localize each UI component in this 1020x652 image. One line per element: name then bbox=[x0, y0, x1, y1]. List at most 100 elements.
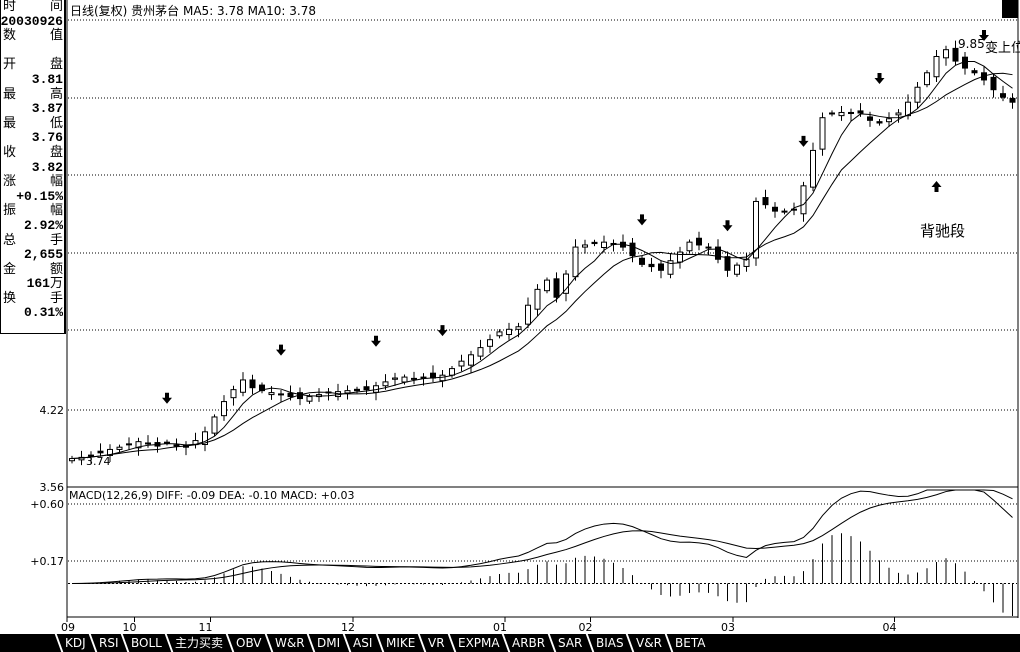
candle-down bbox=[591, 241, 598, 245]
tab-expma[interactable]: EXPMA bbox=[447, 634, 508, 652]
candle-up bbox=[914, 86, 921, 103]
info-row: 数值 bbox=[1, 29, 64, 44]
candle-down bbox=[164, 441, 170, 444]
candle-down bbox=[762, 197, 769, 206]
candle-up bbox=[88, 454, 94, 457]
candle-up bbox=[895, 112, 902, 116]
info-row: 3.87 bbox=[1, 102, 64, 117]
candle-up bbox=[534, 288, 541, 310]
candle-up bbox=[221, 401, 227, 417]
info-label-left: 20030926 bbox=[0, 13, 63, 29]
info-label-right: 盘 bbox=[49, 57, 63, 73]
info-row: 3.76 bbox=[1, 131, 64, 146]
tab-beta[interactable]: BETA bbox=[664, 634, 714, 652]
tab-obv[interactable]: OBV bbox=[225, 634, 270, 652]
diff-line bbox=[71, 489, 1013, 584]
price-chart[interactable]: 4.22 3.56 +0.60 +0.17 09 10 11 12 01 02 03 04 bbox=[0, 0, 1020, 634]
candle-down bbox=[990, 76, 997, 91]
info-row: 金额 bbox=[1, 262, 64, 278]
candle-down bbox=[259, 384, 265, 392]
candle-down bbox=[658, 263, 664, 271]
info-label-right: 万 bbox=[49, 276, 63, 292]
candle-down bbox=[553, 278, 560, 298]
x-tick-label: 11 bbox=[199, 621, 213, 634]
info-row: 3.82 bbox=[1, 160, 64, 176]
low-label: 3.74 bbox=[86, 455, 111, 468]
info-label-right: 手 bbox=[49, 232, 63, 248]
candle-up bbox=[487, 339, 493, 347]
tab-label: EXPMA bbox=[457, 636, 500, 650]
candle-up bbox=[705, 246, 712, 249]
info-label-left: 换 bbox=[3, 290, 17, 306]
candle-up bbox=[933, 55, 940, 78]
candle-up bbox=[810, 149, 816, 188]
info-row: 2,655 bbox=[1, 247, 64, 263]
tab-boll[interactable]: BOLL bbox=[120, 634, 171, 652]
candle-up bbox=[924, 72, 930, 86]
candle-up bbox=[886, 118, 892, 123]
info-row: 20030926 bbox=[0, 13, 64, 30]
down-arrow-icon bbox=[162, 392, 172, 404]
tab-label: BETA bbox=[675, 636, 706, 650]
info-row: 收盘 bbox=[1, 145, 64, 161]
divergence-label: 背驰段 bbox=[920, 222, 966, 240]
candle-up bbox=[477, 347, 484, 357]
candle-up bbox=[667, 260, 674, 275]
info-label-left: 总 bbox=[3, 232, 17, 248]
candle-up bbox=[800, 185, 807, 215]
x-tick-label: 12 bbox=[341, 621, 355, 634]
candle-down bbox=[952, 47, 959, 62]
tab-label: DMI bbox=[317, 636, 341, 650]
x-tick-label: 04 bbox=[883, 621, 897, 634]
y-tick-label: 4.22 bbox=[40, 404, 65, 417]
candle-up bbox=[420, 376, 427, 379]
dea-line bbox=[71, 489, 1013, 584]
x-tick-label: 02 bbox=[579, 621, 593, 634]
tab-vr[interactable]: VR bbox=[417, 634, 453, 652]
panel-toggle-button[interactable] bbox=[1002, 0, 1018, 18]
info-label-left: +0.15% bbox=[16, 188, 63, 204]
info-row: 3.81 bbox=[1, 72, 64, 88]
candle-up bbox=[582, 244, 588, 248]
info-label-left: 开 bbox=[3, 57, 17, 73]
candle-up bbox=[107, 448, 113, 456]
tab-kdj[interactable]: KDJ bbox=[54, 634, 94, 652]
info-label-right: 间 bbox=[49, 0, 63, 14]
info-label-right: 低 bbox=[49, 115, 63, 131]
tab-bias[interactable]: BIAS bbox=[585, 634, 632, 652]
tab-mike[interactable]: MIKE bbox=[375, 634, 424, 652]
tab-label: ARBR bbox=[512, 636, 546, 650]
info-row: 总手 bbox=[1, 232, 64, 249]
candle-up bbox=[173, 444, 180, 447]
up-arrow-icon bbox=[931, 181, 942, 192]
candle-up bbox=[458, 360, 465, 367]
candle-up bbox=[449, 368, 455, 376]
candle-down bbox=[876, 121, 883, 124]
info-label-right: 幅 bbox=[49, 203, 63, 219]
down-arrow-icon bbox=[371, 335, 381, 347]
candle-down bbox=[354, 388, 360, 392]
tab-sar[interactable]: SAR bbox=[547, 634, 591, 652]
candle-down bbox=[1000, 93, 1006, 98]
info-label-left: 涨 bbox=[3, 174, 17, 190]
tab-label: W&R bbox=[274, 636, 305, 650]
tab-label: 主力买卖 bbox=[175, 636, 224, 650]
tab-dmi[interactable]: DMI bbox=[306, 634, 349, 652]
candle-up bbox=[572, 246, 579, 278]
candle-down bbox=[971, 70, 978, 74]
candle-down bbox=[857, 110, 864, 114]
tab-wr[interactable]: W&R bbox=[264, 634, 313, 652]
chart-title: 日线(复权) 贵州茅台 MA5: 3.78 MA10: 3.78 bbox=[70, 4, 316, 18]
tab-[interactable]: 主力买卖 bbox=[164, 634, 232, 652]
candle-up bbox=[116, 446, 123, 450]
candle-up bbox=[525, 304, 531, 325]
peak-note: 变上位变 bbox=[985, 41, 1020, 56]
candle-up bbox=[838, 111, 845, 117]
x-tick-label: 01 bbox=[493, 621, 507, 634]
tab-arbr[interactable]: ARBR bbox=[501, 634, 554, 652]
down-arrow-icon bbox=[874, 72, 885, 84]
tab-vr[interactable]: V&R bbox=[625, 634, 671, 652]
tab-label: BOLL bbox=[131, 636, 162, 650]
info-row: 换手 bbox=[1, 290, 64, 307]
tab-asi[interactable]: ASI bbox=[342, 634, 381, 652]
